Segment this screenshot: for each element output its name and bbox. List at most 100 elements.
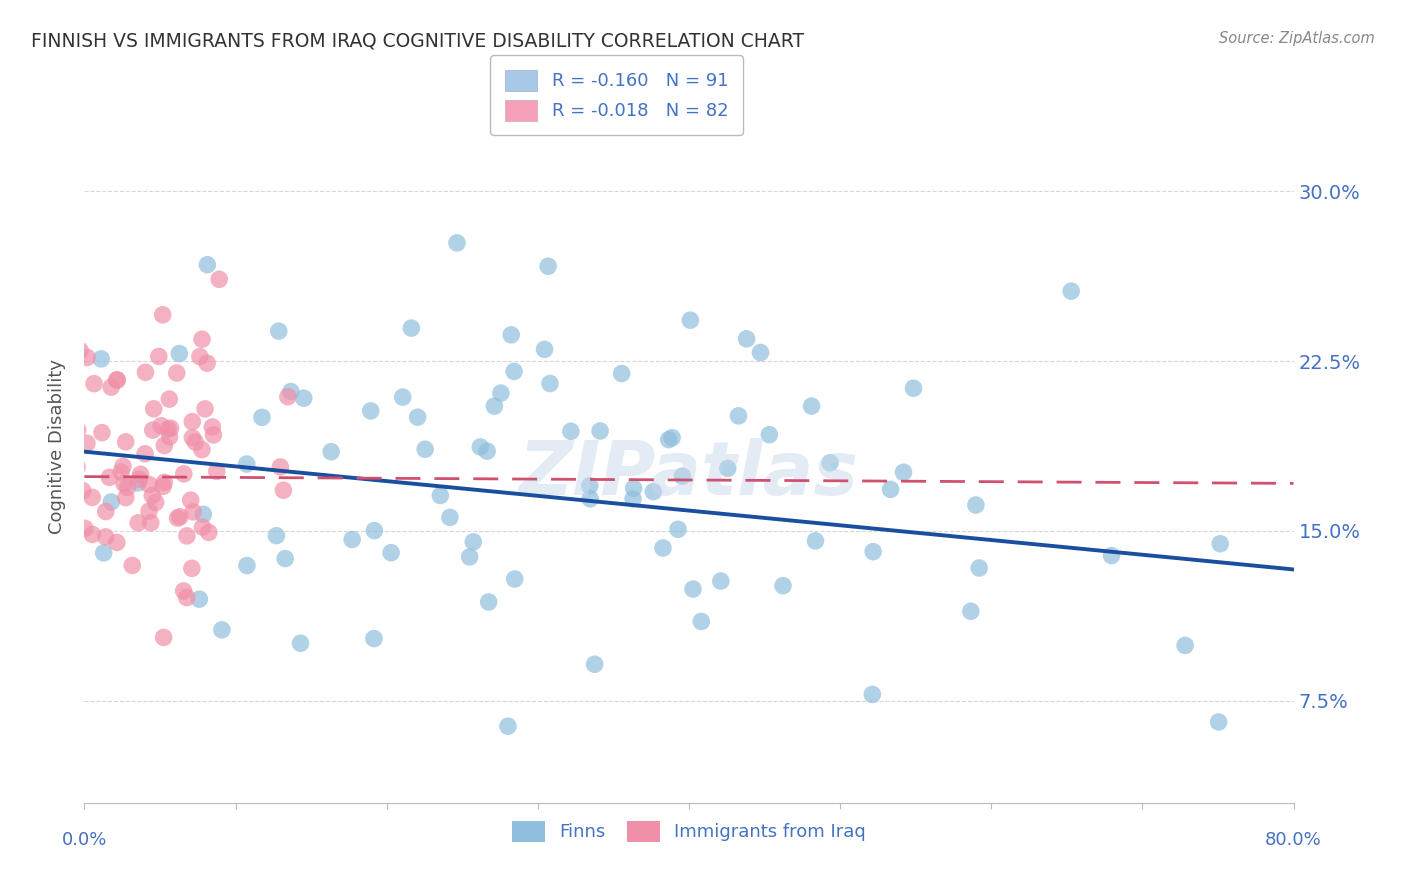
Point (69, 343, 91, 358)
Point (142, 401, 165, 416)
Point (117, 481, 139, 495)
Point (1060, 284, 1083, 298)
Y-axis label: Cognitive Disability: Cognitive Disability (48, 359, 66, 533)
Point (191, 520, 214, 534)
Point (148, 350, 170, 364)
Point (340, 533, 363, 547)
Point (967, 561, 990, 575)
Point (197, 525, 219, 540)
Point (470, 440, 492, 454)
Point (22, 445, 45, 459)
Point (205, 464, 228, 478)
Point (191, 442, 214, 457)
Point (496, 719, 519, 733)
Point (266, 529, 288, 543)
Point (690, 615, 713, 629)
Point (181, 505, 204, 519)
Point (150, 418, 173, 433)
Point (82, 527, 104, 541)
Point (141, 488, 163, 502)
Point (501, 327, 523, 342)
Point (191, 332, 214, 346)
Point (560, 425, 582, 439)
Point (181, 415, 204, 429)
Point (173, 467, 195, 481)
Point (893, 465, 915, 479)
Point (188, 592, 211, 607)
Point (458, 549, 481, 564)
Point (758, 427, 780, 442)
Point (105, 373, 128, 387)
Point (666, 522, 689, 536)
Point (489, 386, 512, 401)
Point (166, 511, 188, 525)
Point (152, 631, 174, 645)
Point (194, 401, 217, 416)
Point (800, 399, 823, 413)
Point (76, 436, 98, 450)
Point (661, 431, 683, 445)
Point (391, 390, 413, 404)
Point (110, 465, 132, 479)
Point (269, 459, 291, 474)
Point (59, 396, 82, 410)
Point (153, 475, 176, 490)
Point (121, 558, 143, 573)
Point (134, 365, 156, 379)
Point (193, 508, 215, 522)
Point (0, 488, 13, 502)
Point (153, 438, 176, 452)
Point (180, 493, 202, 508)
Point (360, 404, 382, 418)
Point (142, 423, 165, 437)
Point (35, 540, 58, 554)
Text: ZIPatlas: ZIPatlas (519, 438, 859, 511)
Point (671, 469, 693, 483)
Point (439, 510, 461, 524)
Point (401, 321, 423, 335)
Point (169, 509, 191, 524)
Point (589, 424, 612, 438)
Point (965, 498, 987, 512)
Point (274, 551, 297, 566)
Point (658, 433, 681, 447)
Point (862, 544, 884, 558)
Point (94, 504, 117, 518)
Point (879, 483, 901, 497)
Point (321, 444, 343, 458)
Point (446, 235, 468, 250)
Point (114, 434, 136, 449)
Point (363, 632, 385, 646)
Point (643, 484, 665, 499)
Point (749, 345, 772, 359)
Point (533, 343, 555, 357)
Point (53, 604, 76, 618)
Point (413, 442, 436, 457)
Point (181, 431, 204, 445)
Point (652, 541, 675, 555)
Point (292, 391, 315, 405)
Point (138, 504, 160, 518)
Point (195, 258, 218, 272)
Text: Source: ZipAtlas.com: Source: ZipAtlas.com (1219, 31, 1375, 46)
Point (139, 516, 162, 530)
Point (579, 491, 602, 506)
Point (1174, 639, 1197, 653)
Point (860, 687, 883, 701)
Point (236, 558, 259, 573)
Point (127, 516, 149, 530)
Point (128, 472, 150, 486)
Point (105, 535, 128, 549)
Point (176, 529, 198, 543)
Point (66, 423, 89, 437)
Point (503, 572, 526, 586)
Point (166, 366, 188, 380)
Legend: Finns, Immigrants from Iraq: Finns, Immigrants from Iraq (499, 808, 879, 855)
Point (138, 477, 160, 491)
Point (903, 381, 925, 395)
Point (159, 430, 181, 444)
Point (134, 447, 156, 461)
Point (66, 460, 89, 475)
Point (475, 444, 498, 458)
Point (267, 324, 290, 338)
